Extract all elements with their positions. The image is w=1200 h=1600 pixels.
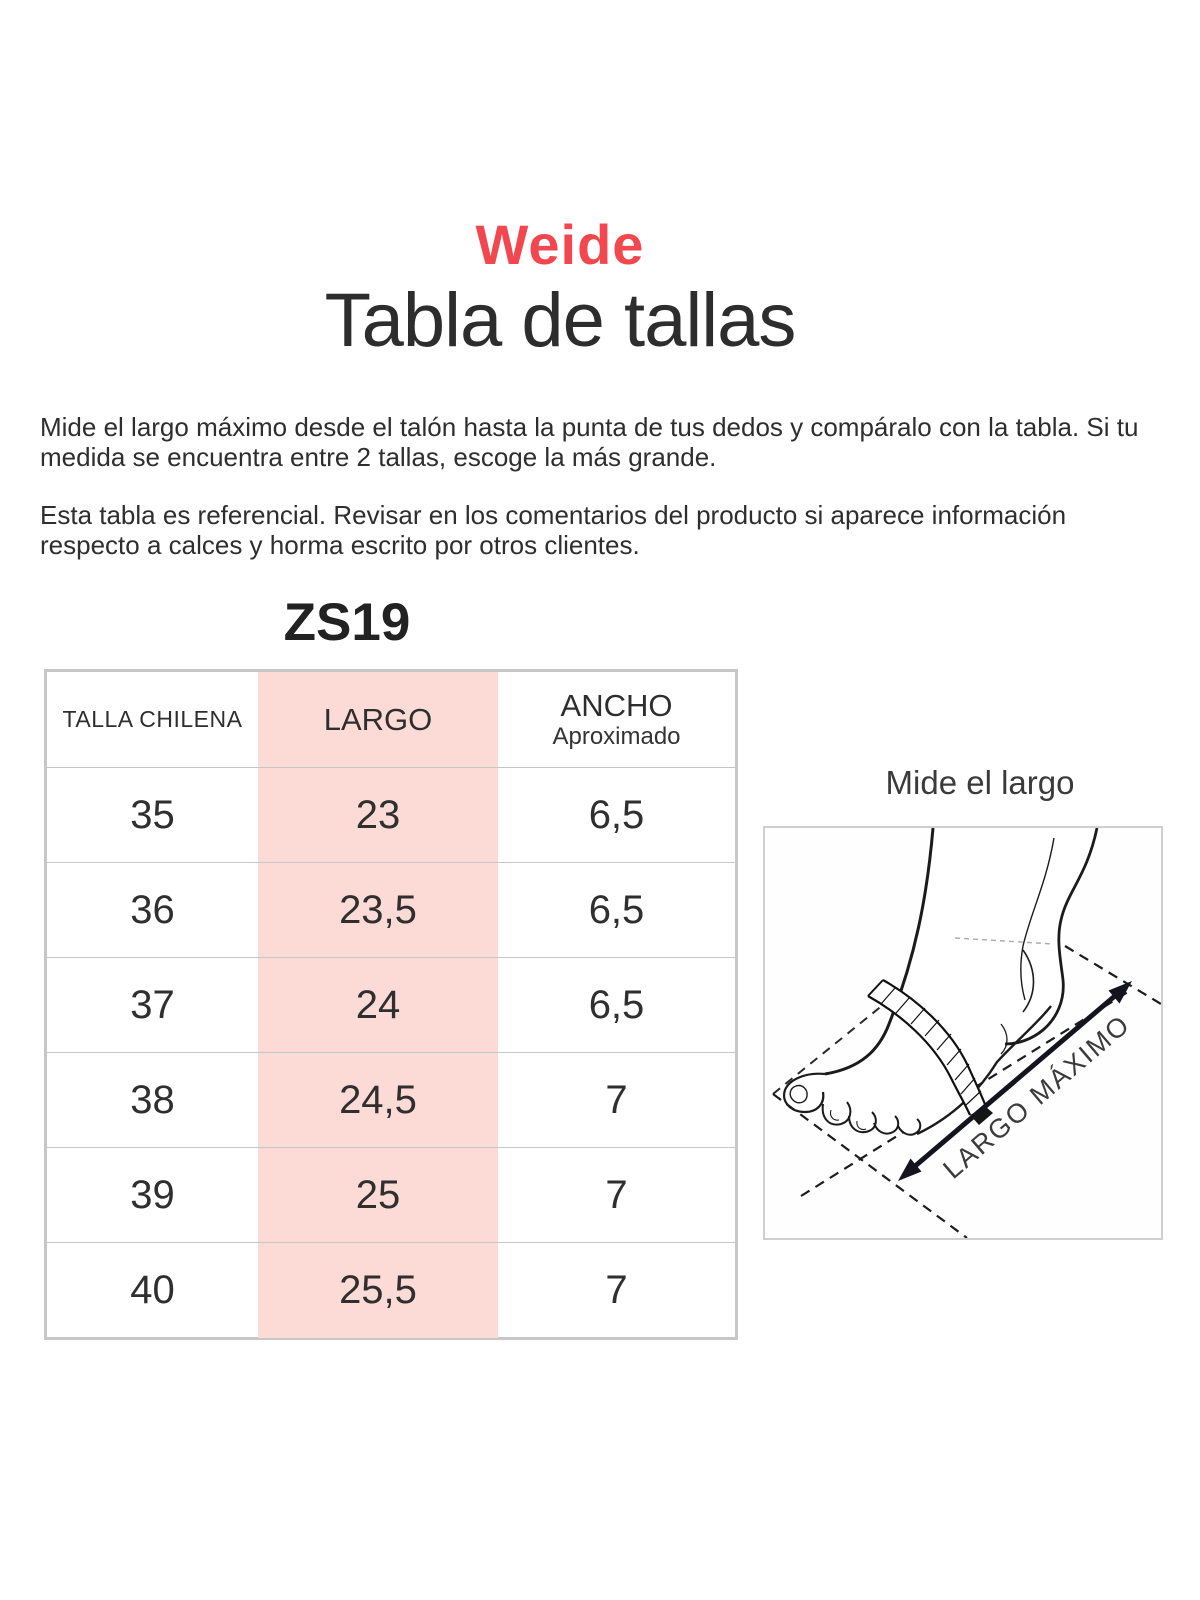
cell-ancho: 7: [605, 1077, 628, 1122]
size-table: TALLA CHILENA LARGO ANCHO Aproximado 35 …: [44, 669, 738, 1340]
cell-talla: 38: [130, 1077, 175, 1122]
cell-talla: 36: [130, 887, 175, 932]
cell-talla: 40: [130, 1268, 175, 1312]
column-header-ancho-label: ANCHO: [560, 688, 673, 724]
table-row: 40 25,5 7: [47, 1243, 735, 1338]
cell-largo: 25: [258, 1148, 498, 1242]
cell-ancho: 7: [605, 1268, 628, 1312]
model-code: ZS19: [283, 593, 411, 652]
table-row: 37 24 6,5: [47, 958, 735, 1053]
cell-largo: 24,5: [258, 1053, 498, 1147]
cell-largo: 24: [258, 958, 498, 1052]
column-header-largo: LARGO: [258, 672, 498, 767]
instruction-paragraph-measure: Mide el largo máximo desde el talón hast…: [40, 412, 1139, 472]
cell-ancho: 7: [605, 1172, 628, 1217]
cell-ancho: 6,5: [588, 982, 645, 1027]
cell-largo: 23: [258, 768, 498, 862]
cell-talla: 35: [130, 792, 175, 837]
cell-talla: 39: [130, 1172, 175, 1217]
table-row: 36 23,5 6,5: [47, 863, 735, 958]
table-row: 35 23 6,5: [47, 768, 735, 863]
column-header-ancho: ANCHO Aproximado: [498, 672, 735, 767]
diagram-title: Mide el largo: [885, 764, 1075, 801]
cell-ancho: 6,5: [588, 887, 645, 932]
cell-ancho: 6,5: [588, 792, 645, 837]
column-header-ancho-sublabel: Aproximado: [552, 723, 681, 751]
foot-measurement-illustration: LARGO MÁXIMO: [772, 828, 1161, 1238]
cell-talla: 37: [130, 982, 175, 1027]
foot-measurement-diagram: LARGO MÁXIMO: [763, 826, 1163, 1240]
size-table-header-row: TALLA CHILENA LARGO ANCHO Aproximado: [47, 672, 735, 768]
cell-largo: 23,5: [258, 863, 498, 957]
brand-logo: Weide: [475, 213, 645, 276]
cell-largo: 25,5: [258, 1243, 498, 1338]
page-title: Tabla de tallas: [324, 278, 797, 363]
table-row: 39 25 7: [47, 1148, 735, 1243]
instruction-paragraph-reference: Esta tabla es referencial. Revisar en lo…: [40, 500, 1067, 560]
table-row: 38 24,5 7: [47, 1053, 735, 1148]
column-header-talla-chilena: TALLA CHILENA: [62, 706, 243, 732]
